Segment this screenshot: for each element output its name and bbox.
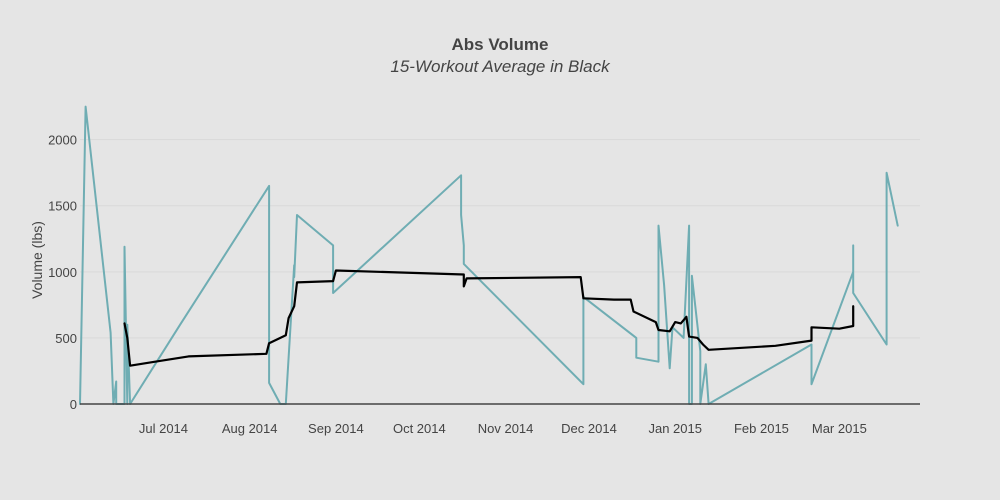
x-tick-label: Jan 2015 <box>648 421 702 436</box>
grid-lines <box>80 139 920 339</box>
x-tick-label: Jul 2014 <box>139 421 188 436</box>
x-tick-label: Dec 2014 <box>561 421 617 436</box>
chart-subtitle: 15-Workout Average in Black <box>390 57 611 76</box>
x-tick-label: Mar 2015 <box>812 421 867 436</box>
x-tick-label: Sep 2014 <box>308 421 364 436</box>
y-tick-label: 2000 <box>48 133 77 148</box>
chart-title: Abs Volume <box>452 35 549 54</box>
y-axis-label: Volume (lbs) <box>29 221 45 299</box>
volume-series-line <box>79 105 899 405</box>
y-tick-label: 1000 <box>48 265 77 280</box>
y-tick-label: 0 <box>70 397 77 412</box>
series-lines <box>79 105 899 405</box>
x-tick-label: Aug 2014 <box>222 421 278 436</box>
average-series-line <box>123 269 855 367</box>
y-tick-label: 500 <box>55 331 77 346</box>
axes: 0 500 1000 1500 2000 Jul 2014 Aug 2014 Sep 2014… <box>48 133 920 436</box>
x-tick-label: Oct 2014 <box>393 421 446 436</box>
y-tick-label: 1500 <box>48 199 77 214</box>
x-tick-label: Feb 2015 <box>734 421 789 436</box>
x-tick-label: Nov 2014 <box>478 421 534 436</box>
